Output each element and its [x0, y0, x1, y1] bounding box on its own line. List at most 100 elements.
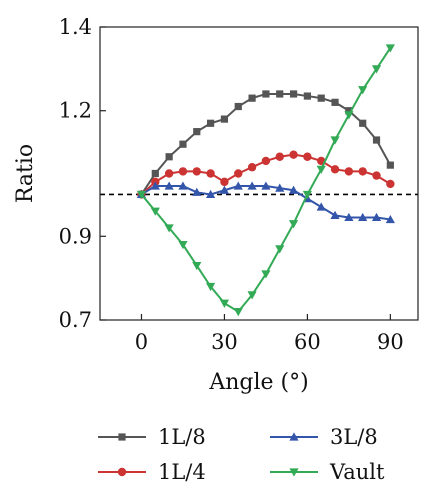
data-point — [165, 153, 173, 161]
data-point — [288, 185, 299, 194]
data-point — [303, 92, 311, 100]
data-point — [150, 181, 160, 190]
data-point — [233, 308, 243, 317]
data-point — [164, 181, 174, 190]
data-point — [247, 181, 257, 190]
data-point — [219, 299, 230, 308]
data-point — [206, 189, 216, 199]
data-point — [261, 181, 271, 190]
legend-item: 3L/8 — [270, 425, 378, 449]
axes: 0.7 0.9 1.2 1.4 0 30 60 90 Angle (°) Ratio — [13, 15, 419, 395]
data-point — [220, 115, 229, 123]
data-point — [275, 245, 285, 254]
data-point — [316, 165, 326, 174]
data-point — [276, 90, 284, 98]
data-point — [275, 183, 285, 192]
legend-marker — [118, 433, 126, 441]
series-3l-8 — [136, 181, 395, 224]
data-point — [207, 119, 215, 127]
data-point — [220, 177, 229, 187]
legend: 1L/8 3L/8 1L/4 Vault — [98, 425, 385, 484]
series-vault — [136, 44, 395, 317]
data-point — [344, 212, 354, 222]
data-point — [372, 136, 381, 144]
data-point — [192, 167, 201, 176]
legend-marker — [117, 467, 127, 477]
x-axis-title: Angle (°) — [208, 370, 308, 395]
data-point — [234, 102, 242, 111]
data-point — [371, 65, 382, 74]
data-point — [316, 202, 326, 211]
data-point — [164, 224, 174, 233]
y-tick-label: 0.7 — [59, 308, 92, 332]
data-point — [385, 214, 395, 224]
legend-label: Vault — [329, 460, 385, 484]
series-line — [140, 185, 391, 221]
data-point — [275, 152, 284, 161]
data-point — [247, 163, 257, 172]
legend-label: 3L/8 — [330, 425, 378, 449]
y-axis-title: Ratio — [13, 144, 38, 203]
data-point — [234, 169, 243, 178]
data-point — [344, 167, 354, 176]
data-point — [303, 152, 312, 161]
data-point — [330, 165, 340, 174]
data-point — [262, 90, 270, 98]
data-point — [345, 107, 353, 115]
data-point — [151, 169, 159, 178]
data-point — [179, 140, 187, 148]
data-point — [289, 150, 298, 159]
series-1l-4 — [137, 150, 395, 199]
data-point — [206, 169, 215, 178]
x-tick-label: 30 — [211, 330, 238, 354]
data-point — [261, 156, 271, 166]
data-point — [330, 136, 340, 145]
plot-frame — [99, 26, 419, 321]
data-point — [178, 181, 188, 190]
data-point — [330, 210, 340, 219]
data-point — [317, 94, 325, 102]
data-point — [193, 128, 201, 136]
y-tick-label: 1.4 — [59, 15, 92, 39]
data-point — [150, 207, 160, 216]
legend-label: 1L/8 — [158, 425, 206, 449]
data-point — [261, 270, 271, 279]
data-point — [344, 111, 354, 120]
data-point — [359, 119, 367, 127]
data-point — [385, 44, 395, 53]
data-point — [358, 212, 368, 222]
data-point — [164, 169, 174, 178]
data-point — [288, 220, 299, 229]
data-point — [371, 212, 382, 222]
data-point — [178, 241, 188, 250]
legend-item: 1L/4 — [98, 460, 206, 484]
data-point — [248, 94, 256, 102]
x-tick-label: 90 — [377, 330, 404, 354]
data-point — [136, 190, 147, 200]
legend-item: 1L/8 — [98, 425, 206, 449]
y-tick-label: 0.9 — [59, 224, 92, 248]
data-point — [192, 261, 202, 271]
legend-marker — [289, 468, 299, 477]
data-point — [302, 190, 312, 200]
data-point — [247, 291, 257, 300]
plot-area — [100, 44, 418, 317]
data-point — [331, 98, 339, 106]
y-tick-label: 1.2 — [59, 99, 92, 123]
data-point — [233, 181, 243, 190]
data-point — [192, 187, 202, 196]
data-point — [358, 86, 368, 95]
x-tick-label: 0 — [135, 330, 148, 354]
data-point — [178, 167, 188, 176]
legend-marker — [289, 432, 299, 441]
data-point — [358, 167, 367, 176]
legend-label: 1L/4 — [158, 460, 206, 484]
data-point — [206, 282, 216, 292]
data-point — [289, 90, 298, 98]
data-point — [386, 179, 395, 189]
legend-item: Vault — [270, 460, 385, 484]
data-point — [219, 185, 230, 194]
series-1l-8 — [137, 90, 394, 199]
data-point — [372, 171, 381, 180]
